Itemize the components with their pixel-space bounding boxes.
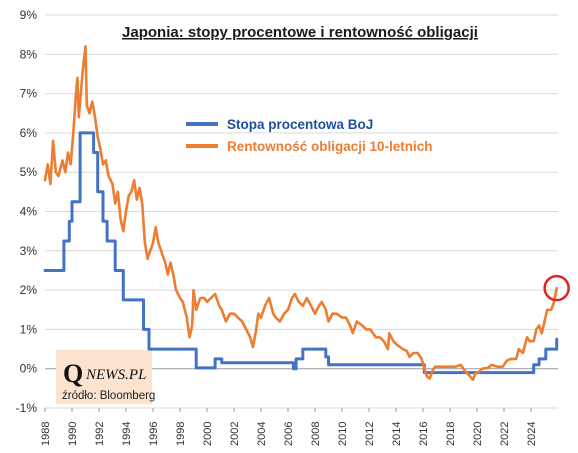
series-line-boj-rate — [43, 131, 559, 375]
y-tick-label: 3% — [20, 244, 38, 258]
legend-label-boj: Stopa procentowa BoJ — [227, 117, 373, 132]
x-tick-label: 2024 — [526, 422, 538, 446]
x-tick-label: 1994 — [121, 422, 133, 446]
x-axis-ticks: 1988 1990 1992 1994 1996 1998 2000 2002 2004 2006… — [40, 422, 538, 446]
x-tick-label: 2016 — [418, 422, 430, 446]
legend-label-yield: Rentowność obligacji 10-letnich — [227, 139, 433, 154]
y-tick-label: 2% — [20, 283, 38, 297]
y-tick-label: 4% — [20, 205, 38, 219]
x-tick-label: 1990 — [67, 422, 79, 446]
logo-text: NEWS.PL — [85, 367, 146, 383]
series-line-bond-yield — [43, 45, 558, 381]
x-tick-label: 2010 — [337, 422, 349, 446]
y-tick-label: -1% — [16, 401, 38, 415]
source-note: źródło: Bloomberg — [62, 390, 155, 402]
x-tick-label: 2004 — [256, 422, 268, 446]
y-tick-label: 8% — [20, 47, 38, 61]
y-axis-ticks: 9% 8% 7% 6% 5% 4% 3% 2% 1% 0% -1% — [16, 8, 38, 415]
x-tick-label: 2014 — [391, 422, 403, 446]
logo-q: Q — [63, 359, 83, 388]
series-group — [43, 45, 559, 381]
y-tick-label: 6% — [20, 126, 38, 140]
x-tick-label: 2018 — [445, 422, 457, 446]
y-tick-label: 9% — [20, 8, 38, 22]
x-tick-label: 1996 — [148, 422, 160, 446]
x-tick-label: 2012 — [364, 422, 376, 446]
y-tick-label: 5% — [20, 165, 38, 179]
logo-background — [56, 350, 152, 404]
x-tick-label: 1998 — [175, 422, 187, 446]
y-tick-label: 7% — [20, 87, 38, 101]
x-tick-label: 2006 — [283, 422, 295, 446]
x-tick-label: 2022 — [499, 422, 511, 446]
y-tick-label: 1% — [20, 322, 38, 336]
highlight-circle — [543, 274, 570, 302]
gridlines — [44, 14, 558, 412]
x-tick-label: 2000 — [202, 422, 214, 446]
x-tick-label: 2008 — [310, 422, 322, 446]
x-tick-label: 2002 — [229, 422, 241, 446]
y-tick-label: 0% — [20, 362, 38, 376]
chart-title: Japonia: stopy procentowe i rentowność o… — [122, 24, 478, 41]
x-tick-label: 1988 — [40, 422, 52, 446]
x-tick-label: 2020 — [472, 422, 484, 446]
x-tick-label: 1992 — [94, 422, 106, 446]
